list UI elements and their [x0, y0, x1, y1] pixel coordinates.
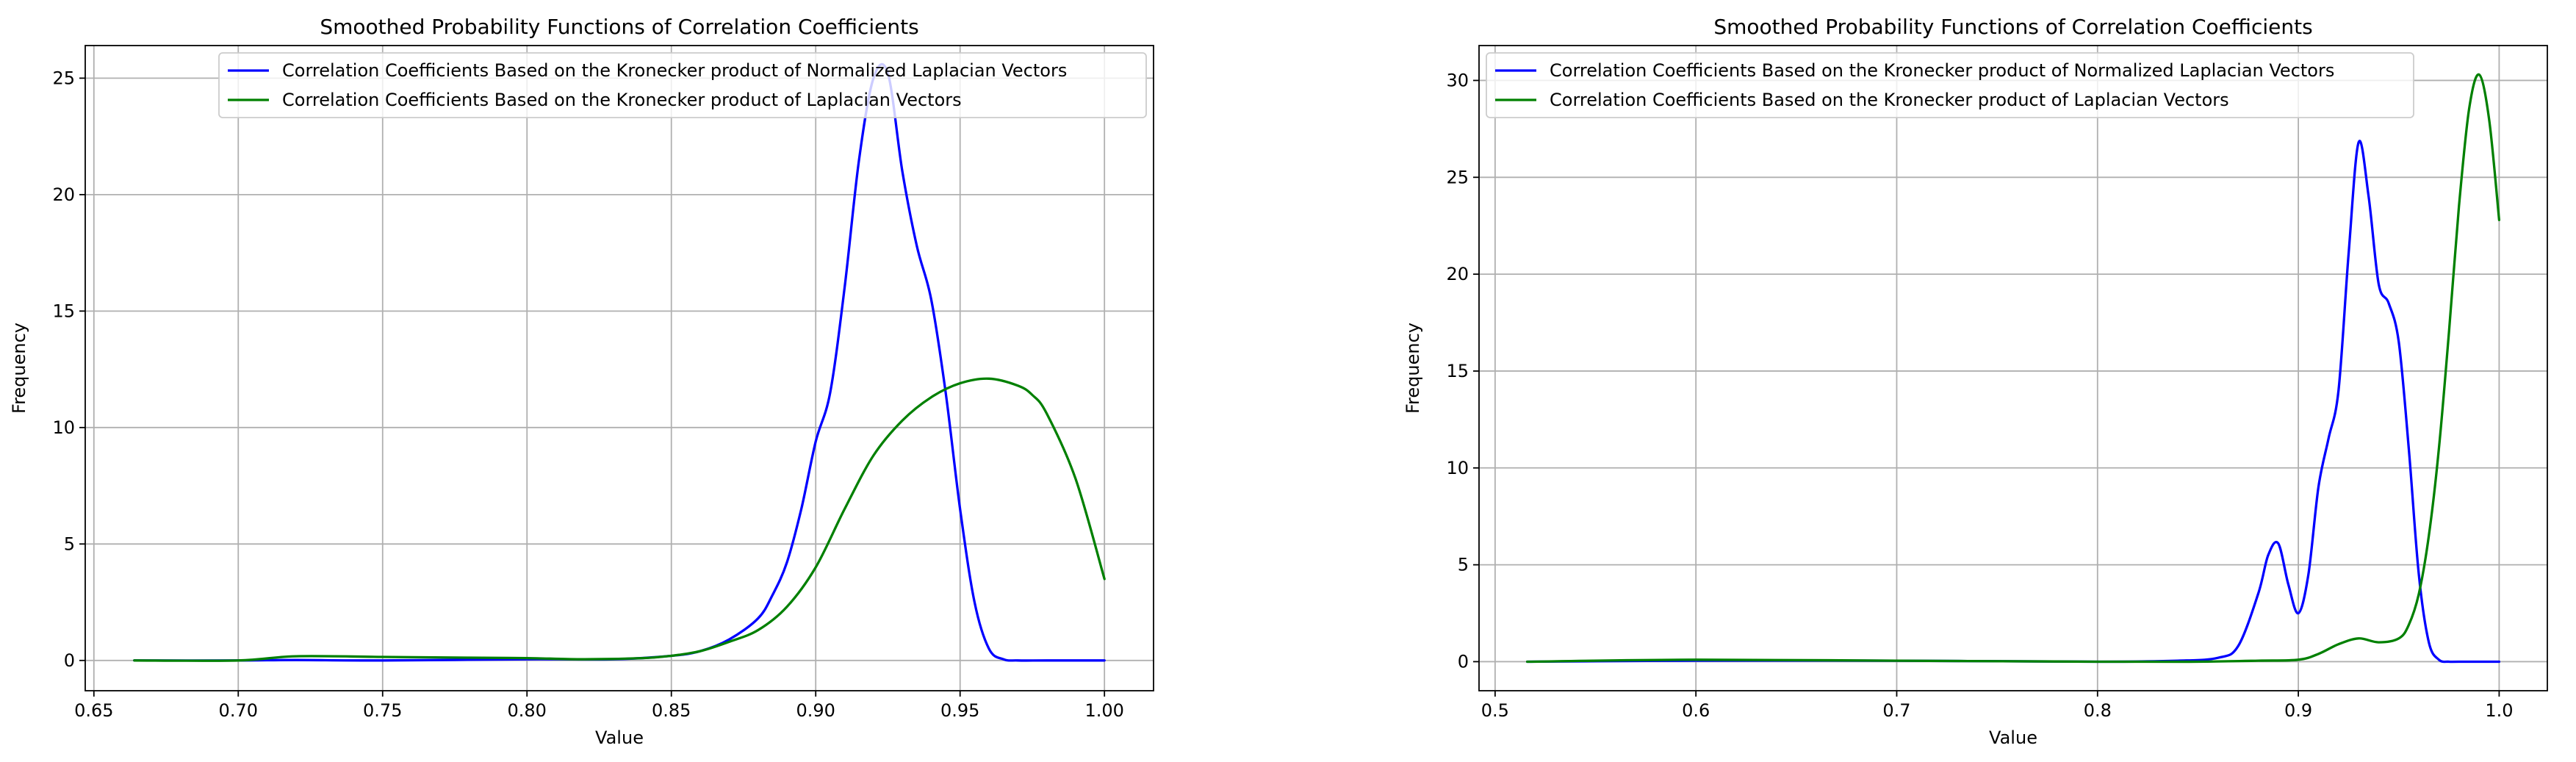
series-normalized-laplacian-line [1525, 140, 2501, 664]
x-tick-label: 0.7 [1882, 700, 1910, 721]
legend: Correlation Coefficients Based on the Kr… [218, 52, 1147, 118]
y-tick-label: 10 [1446, 458, 1469, 478]
x-tick-label: 1.00 [1084, 700, 1123, 721]
x-tick-label: 0.8 [2084, 700, 2112, 721]
x-tick-label: 0.75 [363, 700, 402, 721]
legend-label: Correlation Coefficients Based on the Kr… [282, 60, 1067, 81]
x-tick-label: 0.90 [796, 700, 835, 721]
y-tick-label: 5 [1458, 555, 1469, 575]
chart-right: 0.5 0.6 0.7 0.8 0.9 1.0 0 5 10 15 20 25 30 Smoothed P… [1403, 15, 2548, 748]
y-tick-label: 0 [1458, 651, 1469, 672]
series-normalized-laplacian-line [133, 62, 1106, 662]
legend-box [218, 52, 1147, 118]
y-tick-label: 25 [1446, 167, 1469, 187]
x-tick-label: 0.65 [74, 700, 113, 721]
y-tick-label: 10 [52, 417, 75, 438]
x-tick-label: 1.0 [2485, 700, 2513, 721]
series-laplacian-line [1525, 73, 2501, 664]
chart-title: Smoothed Probability Functions of Correl… [320, 15, 918, 39]
y-tick-label: 30 [1446, 70, 1469, 90]
x-tick-label: 0.70 [219, 700, 258, 721]
x-axis-label: Value [595, 727, 644, 748]
y-tick-label: 20 [1446, 264, 1469, 284]
legend-label: Correlation Coefficients Based on the Kr… [1550, 90, 2229, 110]
legend-label: Correlation Coefficients Based on the Kr… [282, 90, 962, 110]
y-tick-label: 0 [64, 650, 75, 671]
series-laplacian-line [133, 377, 1106, 662]
y-tick-label: 20 [52, 184, 75, 205]
legend: Correlation Coefficients Based on the Kr… [1486, 52, 2414, 118]
axes-frame [84, 45, 1154, 691]
x-tick-label: 0.85 [652, 700, 691, 721]
y-tick-label: 15 [52, 301, 75, 321]
x-tick-label: 0.9 [2284, 700, 2312, 721]
x-tick-label: 0.5 [1481, 700, 1509, 721]
y-axis-label: Frequency [1403, 323, 1423, 414]
x-axis-label: Value [1989, 727, 2037, 748]
y-tick-label: 25 [52, 68, 75, 88]
legend-box [1486, 52, 2414, 118]
y-tick-label: 15 [1446, 361, 1469, 381]
y-axis-label: Frequency [9, 323, 29, 414]
axes-frame [1478, 45, 2548, 691]
chart-title: Smoothed Probability Functions of Correl… [1713, 15, 2312, 39]
y-tick-label: 5 [64, 533, 75, 554]
x-tick-label: 0.95 [940, 700, 979, 721]
chart-left: 0.65 0.70 0.75 0.80 0.85 0.90 0.95 1.00 0 5 10 15 20… [9, 15, 1154, 748]
legend-label: Correlation Coefficients Based on the Kr… [1550, 60, 2334, 81]
x-tick-label: 0.80 [508, 700, 547, 721]
x-tick-label: 0.6 [1682, 700, 1710, 721]
